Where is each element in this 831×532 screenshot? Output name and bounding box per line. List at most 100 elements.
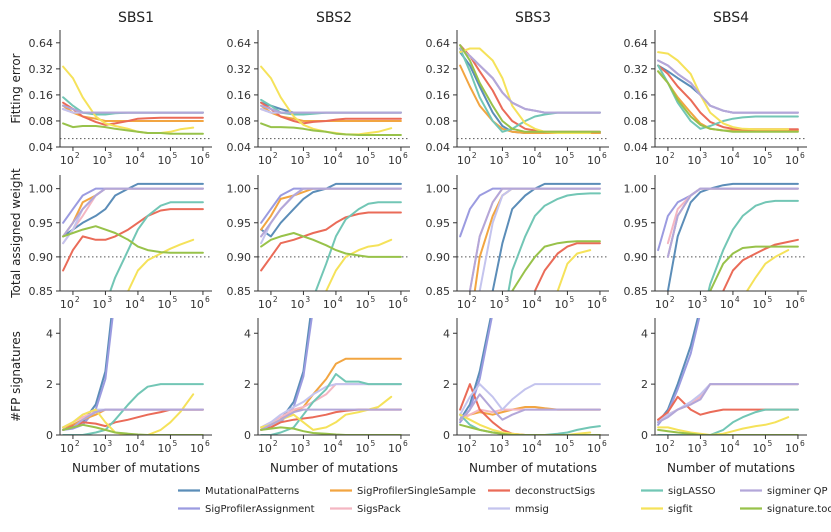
x-tick-exponent: 3: [504, 439, 509, 448]
y-tick-label: 0.95: [29, 217, 54, 230]
series-line-sigfit: [62, 65, 195, 134]
y-tick-label: 0.95: [227, 217, 252, 230]
x-tick-label: 10: [489, 442, 503, 455]
series-group: [260, 318, 402, 435]
x-tick-label: 10: [92, 154, 106, 167]
y-tick-label: 0.64: [29, 37, 54, 50]
x-tick-exponent: 2: [670, 295, 675, 304]
x-tick-label: 10: [720, 442, 734, 455]
legend-label: SigProfilerAssignment: [205, 504, 315, 515]
x-tick-exponent: 2: [472, 151, 477, 160]
x-tick-exponent: 4: [140, 151, 145, 160]
y-tick-label: 4: [641, 327, 648, 340]
x-tick-label: 10: [323, 154, 337, 167]
column-title-sbs1: SBS1: [118, 10, 154, 26]
x-tick-label: 10: [190, 154, 204, 167]
series-line-deconstructsigs: [533, 242, 601, 291]
legend-label: sigLASSO: [668, 486, 716, 497]
x-tick-label: 10: [125, 298, 139, 311]
x-tick-exponent: 5: [172, 151, 177, 160]
x-tick-label: 10: [388, 154, 402, 167]
x-tick-label: 10: [587, 442, 601, 455]
y-tick-label: 0.08: [29, 115, 54, 128]
series-line-siglasso: [109, 201, 204, 291]
column-title-sbs4: SBS4: [713, 10, 749, 26]
x-tick-exponent: 4: [537, 151, 542, 160]
legend-label: sigfit: [668, 504, 693, 515]
x-tick-label: 10: [720, 298, 734, 311]
y-tick-label: 0.32: [29, 63, 54, 76]
x-tick-label: 10: [290, 298, 304, 311]
series-line-sigminer-qp: [62, 104, 204, 114]
x-tick-exponent: 3: [305, 295, 310, 304]
x-tick-exponent: 5: [767, 295, 772, 304]
x-tick-exponent: 4: [338, 295, 343, 304]
series-line-deconstructsigs: [260, 101, 402, 125]
series-line-sigfit: [657, 416, 790, 435]
x-tick-label: 10: [125, 154, 139, 167]
y-axis-label-fp-signatures: #FP signatures: [9, 331, 23, 422]
y-tick-label: 0.90: [624, 251, 649, 264]
x-tick-exponent: 2: [273, 439, 278, 448]
x-axis-label: Number of mutations: [667, 461, 795, 475]
series-line-deconstructsigs: [260, 211, 402, 272]
column-title-sbs2: SBS2: [316, 10, 352, 26]
x-tick-label: 10: [522, 442, 536, 455]
y-tick-label: 0.32: [227, 63, 252, 76]
series-line-siglasso: [657, 64, 799, 130]
x-tick-exponent: 2: [75, 151, 80, 160]
y-tick-label: 0: [641, 429, 648, 442]
x-tick-exponent: 4: [735, 439, 740, 448]
x-tick-label: 10: [355, 298, 369, 311]
legend-label: SigsPack: [357, 504, 401, 515]
x-tick-label: 10: [157, 442, 171, 455]
series-line-sigfit: [459, 413, 592, 435]
y-tick-label: 0.04: [624, 141, 649, 154]
x-tick-exponent: 6: [205, 295, 210, 304]
x-tick-label: 10: [60, 298, 74, 311]
y-tick-label: 1.00: [227, 183, 252, 196]
x-tick-exponent: 5: [370, 439, 375, 448]
series-line-signature-tools-lib: [709, 245, 799, 291]
y-tick-label: 0.85: [624, 285, 649, 298]
x-tick-label: 10: [554, 298, 568, 311]
x-tick-label: 10: [457, 154, 471, 167]
y-tick-label: 0.16: [426, 89, 451, 102]
x-tick-exponent: 4: [735, 151, 740, 160]
series-line-siglasso: [707, 199, 799, 291]
x-tick-label: 10: [687, 442, 701, 455]
series-line-signature-tools-lib: [459, 44, 601, 133]
series-line-mutationalpatterns: [62, 182, 204, 238]
series-line-siglasso: [314, 201, 402, 291]
series-line-sigminer-qp: [459, 393, 601, 421]
x-tick-label: 10: [587, 298, 601, 311]
legend-item-deconstructsigs: deconstructSigs: [488, 486, 595, 497]
series-line-sigminer-qp: [62, 187, 204, 238]
x-tick-exponent: 2: [670, 439, 675, 448]
x-tick-label: 10: [258, 298, 272, 311]
x-tick-exponent: 6: [403, 151, 408, 160]
x-tick-label: 10: [290, 154, 304, 167]
x-tick-label: 10: [388, 298, 402, 311]
legend-label: MutationalPatterns: [205, 486, 299, 497]
x-tick-label: 10: [587, 154, 601, 167]
series-group: [459, 44, 601, 134]
x-tick-exponent: 3: [305, 151, 310, 160]
series-line-signature-tools-lib: [260, 122, 402, 136]
legend-item-signature-tools-lib: signature.tools.lib: [740, 504, 831, 515]
series-line-mutationalpatterns: [491, 182, 601, 291]
series-group: [62, 65, 204, 135]
x-tick-exponent: 3: [305, 439, 310, 448]
legend: MutationalPatterns SigProfilerAssignment S…: [178, 486, 831, 515]
x-tick-exponent: 2: [670, 151, 675, 160]
series-line-siglasso: [657, 408, 799, 435]
x-tick-exponent: 5: [569, 295, 574, 304]
series-line-sigminer-qp: [459, 47, 601, 114]
x-tick-exponent: 2: [75, 295, 80, 304]
x-tick-exponent: 2: [472, 295, 477, 304]
x-tick-label: 10: [785, 154, 799, 167]
x-tick-exponent: 3: [702, 151, 707, 160]
